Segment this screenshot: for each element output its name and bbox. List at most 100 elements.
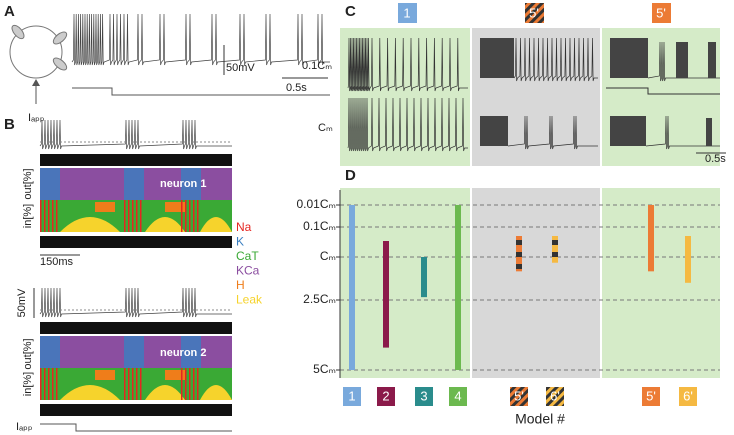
legend-entry: K xyxy=(236,235,244,249)
current-step xyxy=(40,423,232,432)
row-label: Cₘ xyxy=(318,122,333,134)
spike-line xyxy=(189,368,191,400)
voltage-trace xyxy=(39,287,232,318)
spike-line xyxy=(48,200,50,232)
spike-line xyxy=(52,200,54,232)
spike-line xyxy=(181,200,183,232)
scale-label: 0.5s xyxy=(286,82,307,94)
spike-line xyxy=(124,200,126,232)
scale-label: 50mV xyxy=(226,62,255,74)
voltage-trace xyxy=(347,37,468,92)
current-step xyxy=(72,87,330,96)
spike-line xyxy=(132,200,134,232)
compartment xyxy=(11,24,25,40)
model-badge xyxy=(415,387,433,406)
range-bar xyxy=(516,236,522,272)
column-label: 5' xyxy=(529,5,539,20)
legend-entry: KCa xyxy=(236,264,260,278)
spike-line xyxy=(197,200,199,232)
y-tick-label: 2.5Cₘ xyxy=(303,292,336,306)
legend-entry: H xyxy=(236,278,245,292)
spike-line xyxy=(136,368,138,400)
x-tick-label: 6' xyxy=(683,388,693,403)
spike-line xyxy=(140,368,142,400)
spike-line xyxy=(40,368,42,400)
compartment xyxy=(52,57,68,71)
row-label: 0.1Cₘ xyxy=(302,60,332,72)
spike-line xyxy=(128,368,130,400)
spike-line xyxy=(197,368,199,400)
range-bar xyxy=(383,241,389,348)
axis-label: in[%] xyxy=(22,204,34,228)
neuron-label: neuron 2 xyxy=(160,347,206,359)
voltage-trace xyxy=(513,37,598,82)
layer xyxy=(39,13,720,416)
model-badge xyxy=(642,387,660,406)
black-band xyxy=(40,154,232,166)
panel-label: B xyxy=(4,116,15,133)
x-axis-label: Model # xyxy=(515,411,565,427)
model-badge xyxy=(449,387,467,406)
spike-line xyxy=(44,368,46,400)
scale-label: 0.5s xyxy=(705,153,726,165)
in-blob xyxy=(200,217,232,232)
model-badge xyxy=(510,387,528,406)
panel-bg xyxy=(340,188,470,378)
spike-region xyxy=(181,336,201,368)
in-blob xyxy=(165,202,185,212)
column-label: 5' xyxy=(656,5,666,20)
panel-bg xyxy=(602,188,720,378)
range-bar xyxy=(685,236,691,283)
spike-line xyxy=(193,200,195,232)
spike-line xyxy=(56,200,58,232)
column-badge xyxy=(398,3,417,23)
model-badge xyxy=(546,387,564,406)
range-bar xyxy=(421,257,427,298)
spike-block xyxy=(708,42,716,78)
voltage-trace xyxy=(647,41,720,82)
spike-line xyxy=(40,200,42,232)
range-bar xyxy=(455,205,461,370)
legend-entry: CaT xyxy=(236,249,259,263)
scale-label: 150ms xyxy=(40,256,74,268)
spike-line xyxy=(48,368,50,400)
spike-block xyxy=(706,118,712,146)
spike-line xyxy=(124,368,126,400)
y-tick-label: 5Cₘ xyxy=(313,362,336,376)
in-blob xyxy=(145,385,185,400)
spike-region xyxy=(124,336,144,368)
panel-bg xyxy=(472,188,600,378)
x-tick-label: 5' xyxy=(646,388,656,403)
spike-block xyxy=(480,116,508,146)
x-tick-label: 6' xyxy=(550,388,560,403)
current-label: Iₐₚₚ xyxy=(28,112,45,124)
arrow-head xyxy=(32,79,40,86)
neuron-label: neuron 1 xyxy=(160,178,206,190)
spike-line xyxy=(193,368,195,400)
axis-label: in[%] xyxy=(22,372,34,396)
in-blob xyxy=(60,385,120,400)
y-tick-label: 0.1Cₘ xyxy=(303,219,336,233)
y-tick-label: Cₘ xyxy=(320,249,336,263)
in-blob xyxy=(200,385,232,400)
legend-entry: Na xyxy=(236,220,252,234)
spike-line xyxy=(44,200,46,232)
panel-label: A xyxy=(4,3,15,20)
black-band xyxy=(40,404,232,416)
spike-line xyxy=(52,368,54,400)
y-tick-label: 0.01Cₘ xyxy=(297,197,337,211)
axis-label: out[%] xyxy=(22,168,34,199)
spike-block xyxy=(610,38,648,78)
current-step xyxy=(606,87,720,95)
spike-line xyxy=(140,200,142,232)
x-tick-label: 1 xyxy=(348,388,355,403)
in-blob xyxy=(95,202,115,212)
x-tick-label: 5' xyxy=(514,388,524,403)
range-bar xyxy=(349,205,355,370)
spike-block xyxy=(610,116,646,146)
spike-region xyxy=(181,168,201,200)
voltage-trace xyxy=(39,119,232,150)
legend-entry: Leak xyxy=(236,293,263,307)
black-band xyxy=(40,236,232,248)
